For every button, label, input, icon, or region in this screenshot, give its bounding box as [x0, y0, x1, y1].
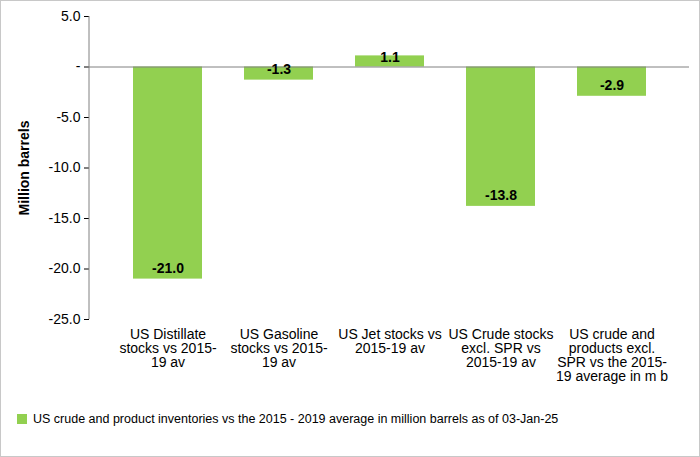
svg-text:5.0: 5.0	[61, 8, 81, 24]
svg-text:-1.3: -1.3	[267, 61, 291, 77]
svg-text:Million barrels: Million barrels	[16, 120, 32, 215]
svg-text:-2.9: -2.9	[600, 77, 624, 93]
svg-text:-10.0: -10.0	[49, 159, 81, 175]
svg-text:US crude andproducts excl.SPR: US crude andproducts excl.SPR vs the 201…	[556, 326, 668, 384]
svg-text:US Jet stocks vs2015-19 av: US Jet stocks vs2015-19 av	[338, 326, 441, 356]
svg-text:US Crude stocksexcl. SPR vs201: US Crude stocksexcl. SPR vs2015-19 av	[448, 326, 553, 370]
svg-text:-25.0: -25.0	[49, 311, 81, 327]
svg-text:-5.0: -5.0	[56, 109, 80, 125]
svg-text:-15.0: -15.0	[49, 210, 81, 226]
svg-text:-: -	[76, 58, 81, 74]
svg-text:1.1: 1.1	[380, 49, 400, 65]
svg-text:-13.8: -13.8	[485, 187, 517, 203]
svg-text:US Distillatestocks vs 2015-19: US Distillatestocks vs 2015-19 av	[119, 326, 217, 370]
html-text:US crude and product inventori: US crude and product inventories vs the …	[33, 412, 559, 426]
svg-text:US Gasolinestocks vs 2015-19 a: US Gasolinestocks vs 2015-19 av	[230, 326, 328, 370]
svg-text:-20.0: -20.0	[49, 260, 81, 276]
svg-text:-21.0: -21.0	[152, 260, 184, 276]
